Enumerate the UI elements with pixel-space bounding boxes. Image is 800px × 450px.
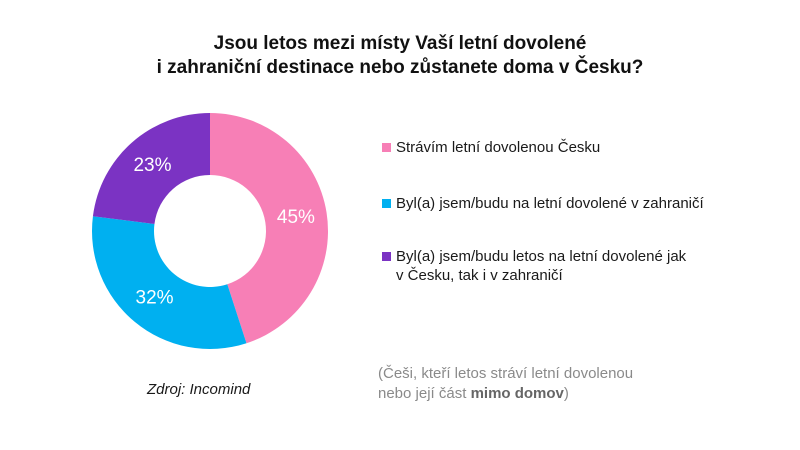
population-note-suffix: ) — [563, 385, 569, 402]
legend-item-zahranici: Byl(a) jsem/budu na letní dovolené v zah… — [382, 194, 782, 213]
donut-chart: 45% 32% 23% — [80, 104, 340, 359]
legend-label-oboje-line-2: v Česku, tak i v zahraničí — [396, 267, 563, 284]
legend-label-oboje-line-1: Byl(a) jsem/budu letos na letní dovolené… — [396, 248, 687, 265]
legend-item-cesko: Strávím letní dovolenou Česku — [382, 138, 782, 157]
population-note-prefix: nebo její část — [378, 385, 471, 402]
chart-title-line-2: i zahraniční destinace nebo zůstanete do… — [156, 57, 644, 78]
legend-item-oboje: Byl(a) jsem/budu letos na letní dovolené… — [382, 247, 782, 285]
legend-label-oboje: Byl(a) jsem/budu letos na letní dovolené… — [396, 247, 756, 285]
population-note-line-1: (Češi, kteří letos stráví letní dovoleno… — [378, 365, 634, 382]
legend-label-zahranici-line-1: Byl(a) jsem/budu na letní dovolené v zah… — [396, 195, 704, 212]
legend-label-cesko: Strávím letní dovolenou Česku — [396, 138, 756, 157]
chart-title: Jsou letos mezi místy Vaší letní dovolen… — [0, 32, 800, 80]
chart-title-line-1: Jsou letos mezi místy Vaší letní dovolen… — [213, 33, 587, 54]
population-note-emphasis: mimo domov — [470, 385, 564, 402]
slice-oboje — [92, 113, 210, 224]
population-note: (Češi, kteří letos stráví letní dovoleno… — [378, 364, 778, 404]
slice-cesko-label: 45% — [277, 207, 315, 228]
legend-swatch-cesko — [382, 143, 391, 152]
legend-label-cesko-line-1: Strávím letní dovolenou Česku — [396, 139, 601, 156]
donut-svg: 45% 32% 23% — [92, 113, 328, 349]
slice-oboje-label: 23% — [133, 155, 171, 176]
slice-zahranici-label: 32% — [136, 288, 174, 309]
source-note: Zdroj: Incomind — [147, 381, 251, 398]
legend-swatch-zahranici — [382, 199, 391, 208]
legend-swatch-oboje — [382, 252, 391, 261]
legend-label-zahranici: Byl(a) jsem/budu na letní dovolené v zah… — [396, 194, 756, 213]
slice-zahranici — [92, 216, 247, 349]
population-note-line-2: nebo její část mimo domov) — [378, 384, 778, 404]
slice-cesko — [210, 113, 328, 344]
